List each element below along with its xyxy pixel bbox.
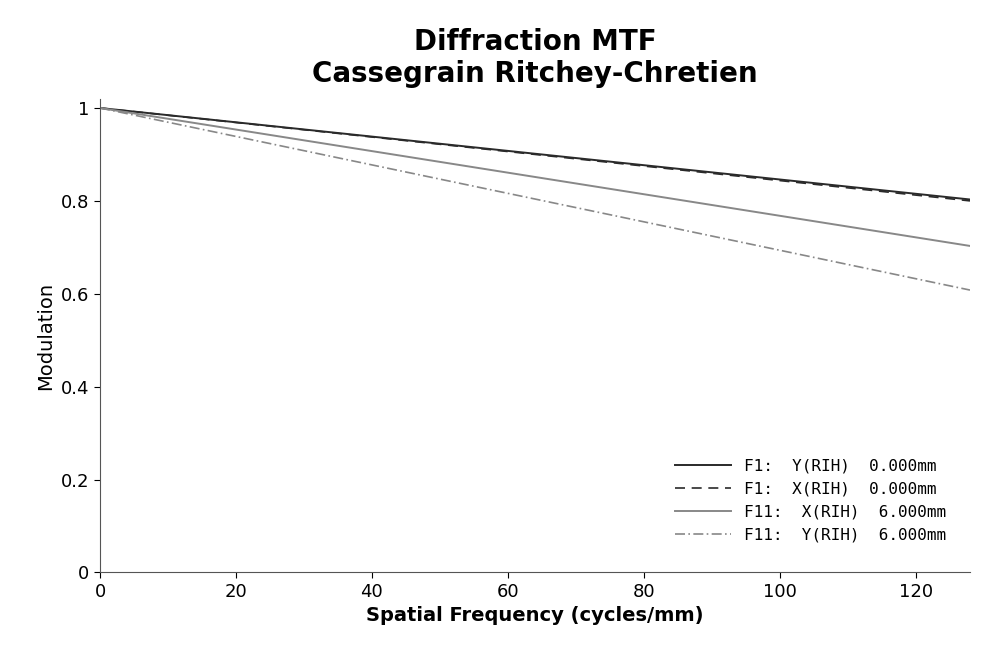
X-axis label: Spatial Frequency (cycles/mm): Spatial Frequency (cycles/mm) (366, 607, 704, 626)
Title: Diffraction MTF
Cassegrain Ritchey-Chretien: Diffraction MTF Cassegrain Ritchey-Chret… (312, 28, 758, 88)
Legend: F1:  Y(RIH)  0.000mm, F1:  X(RIH)  0.000mm, F11:  X(RIH)  6.000mm, F11:  Y(RIH) : F1: Y(RIH) 0.000mm, F1: X(RIH) 0.000mm, … (669, 452, 953, 549)
Y-axis label: Modulation: Modulation (37, 282, 56, 390)
